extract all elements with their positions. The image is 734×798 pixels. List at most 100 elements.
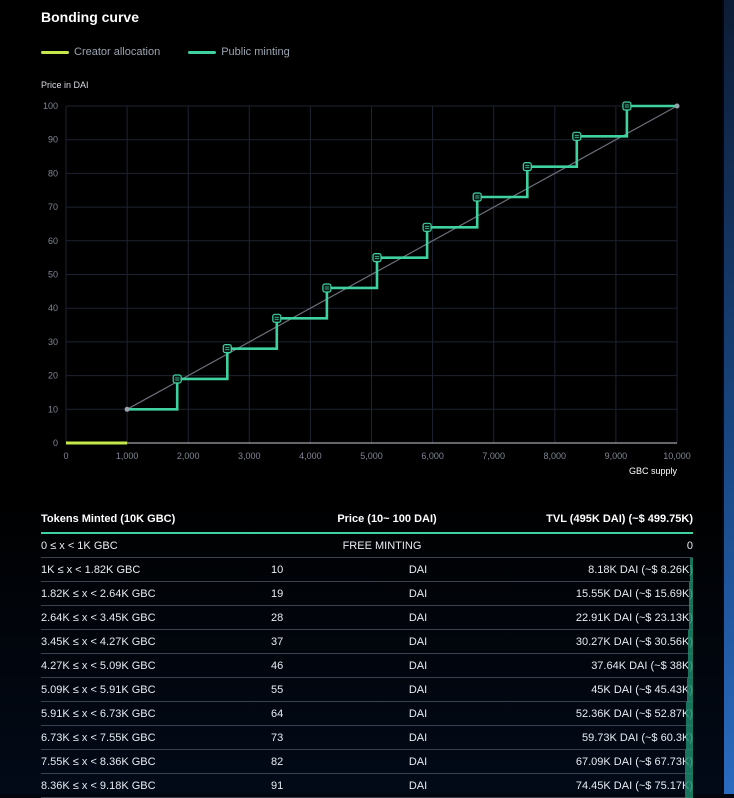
row-unit: DAI (408, 635, 428, 648)
row-tvl: 22.91K DAI (~$ 23.13K) (575, 611, 693, 624)
tvl-bar (688, 630, 693, 654)
step-point (572, 131, 582, 141)
legend-swatch-creator (41, 50, 69, 54)
x-tick-label: 3,000 (238, 451, 261, 461)
row-tvl: 74.45K DAI (~$ 75.17K) (575, 779, 693, 792)
step-point (422, 222, 432, 232)
table-row: 5.91K ≤ x < 6.73K GBC 64 DAI 52.36K DAI (~$… (41, 702, 693, 726)
legend-item-creator[interactable]: Creator allocation (41, 46, 160, 58)
price-table: Tokens Minted (10K GBC) Price (10~ 100 D… (41, 506, 693, 798)
row-range: 5.09K ≤ x < 5.91K GBC (41, 683, 156, 696)
row-tvl: 52.36K DAI (~$ 52.87K) (575, 707, 693, 720)
row-range: 7.55K ≤ x < 8.36K GBC (41, 755, 156, 768)
row-price: 64 (271, 707, 284, 720)
row-tvl: 30.27K DAI (~$ 30.56K) (575, 635, 693, 648)
row-unit: DAI (408, 683, 428, 696)
x-tick-label: 7,000 (482, 451, 505, 461)
header-tvl: TVL (495K DAI) (~$ 499.75K) (546, 513, 693, 525)
row-tvl: 15.55K DAI (~$ 15.69K) (575, 587, 693, 600)
x-tick-label: 2,000 (177, 451, 200, 461)
table-row: 8.36K ≤ x < 9.18K GBC 91 DAI 74.45K DAI (~$… (41, 774, 693, 798)
row-price: 73 (271, 731, 284, 744)
table-row: 1K ≤ x < 1.82K GBC 10 DAI 8.18K DAI (~$ 8.2… (41, 558, 693, 582)
y-tick-label: 80 (48, 168, 58, 178)
y-tick-label: 40 (48, 303, 58, 313)
curve-point (124, 406, 130, 412)
legend-item-public[interactable]: Public minting (188, 46, 290, 58)
y-tick-label: 90 (48, 135, 58, 145)
row-price: 19 (271, 587, 284, 600)
y-tick-label: 10 (48, 404, 58, 414)
tvl-bar (690, 558, 693, 582)
row-range: 6.73K ≤ x < 7.55K GBC (41, 731, 156, 744)
row-tvl: 59.73K DAI (~$ 60.3K) (582, 731, 693, 744)
row-price: 37 (271, 635, 284, 648)
row-range: 4.27K ≤ x < 5.09K GBC (41, 659, 156, 672)
x-tick-label: 0 (63, 451, 68, 461)
tvl-bar (687, 678, 693, 702)
table-header: Tokens Minted (10K GBC) Price (10~ 100 D… (41, 506, 693, 534)
y-tick-label: 20 (48, 371, 58, 381)
step-point (522, 162, 532, 172)
tvl-bar (687, 654, 693, 678)
curve-point (674, 103, 680, 109)
table-row: 2.64K ≤ x < 3.45K GBC 28 DAI 22.91K DAI (~$… (41, 606, 693, 630)
tvl-bar (689, 582, 693, 606)
y-tick-label: 70 (48, 202, 58, 212)
row-unit: DAI (408, 755, 428, 768)
row-unit: DAI (408, 731, 428, 744)
step-point (372, 253, 382, 263)
x-tick-label: 10,000 (663, 451, 691, 461)
x-tick-label: 1,000 (116, 451, 139, 461)
row-unit: DAI (408, 563, 428, 576)
x-tick-label: 5,000 (360, 451, 383, 461)
x-tick-label: 4,000 (299, 451, 322, 461)
free-range: 0 ≤ x < 1K GBC (41, 539, 118, 552)
table-body: 1K ≤ x < 1.82K GBC 10 DAI 8.18K DAI (~$ 8.2… (41, 558, 693, 798)
bonding-curve-chart: 0 1,000 2,000 3,000 4,000 5,000 6,000 7,000 8,00… (43, 101, 691, 476)
step-point (622, 101, 632, 111)
row-tvl: 45K DAI (~$ 45.43K) (591, 683, 693, 696)
header-tokens-minted: Tokens Minted (10K GBC) (41, 513, 176, 525)
y-tick-label: 60 (48, 236, 58, 246)
public-minting-line (127, 104, 677, 411)
tvl-bar (686, 702, 693, 726)
y-axis-label: Price in DAI (41, 80, 89, 90)
row-price: 82 (271, 755, 284, 768)
row-price: 91 (271, 779, 284, 792)
y-tick-label: 100 (43, 101, 58, 111)
row-unit: DAI (408, 707, 428, 720)
row-range: 1.82K ≤ x < 2.64K GBC (41, 587, 156, 600)
step-point (272, 313, 282, 323)
legend-label-public: Public minting (221, 46, 290, 58)
row-price: 28 (271, 611, 284, 624)
step-point (172, 374, 182, 384)
table-row: 1.82K ≤ x < 2.64K GBC 19 DAI 15.55K DAI (~$… (41, 582, 693, 606)
x-tick-label: 9,000 (605, 451, 628, 461)
y-tick-label: 0 (53, 438, 58, 448)
row-tvl: 37.64K DAI (~$ 38K) (591, 659, 693, 672)
row-tvl: 8.18K DAI (~$ 8.26K) (588, 563, 693, 576)
row-unit: DAI (408, 779, 428, 792)
step-point (322, 283, 332, 293)
row-unit: DAI (408, 659, 428, 672)
tvl-bar (685, 750, 693, 774)
step-point (472, 192, 482, 202)
page-title: Bonding curve (41, 9, 140, 25)
row-price: 10 (271, 563, 284, 576)
chart-legend: Creator allocation Public minting (41, 46, 318, 58)
row-price: 46 (271, 659, 284, 672)
x-tick-label: 8,000 (544, 451, 567, 461)
y-tick-label: 30 (48, 337, 58, 347)
table-row: 4.27K ≤ x < 5.09K GBC 46 DAI 37.64K DAI (~$… (41, 654, 693, 678)
step-point (222, 344, 232, 354)
row-unit: DAI (408, 587, 428, 600)
x-axis-label: GBC supply (629, 466, 678, 476)
table-row: 6.73K ≤ x < 7.55K GBC 73 DAI 59.73K DAI (~$… (41, 726, 693, 750)
row-range: 3.45K ≤ x < 4.27K GBC (41, 635, 156, 648)
x-tick-label: 6,000 (421, 451, 444, 461)
tvl-bar (684, 774, 693, 798)
y-tick-label: 50 (48, 270, 58, 280)
tvl-bar (685, 726, 693, 750)
